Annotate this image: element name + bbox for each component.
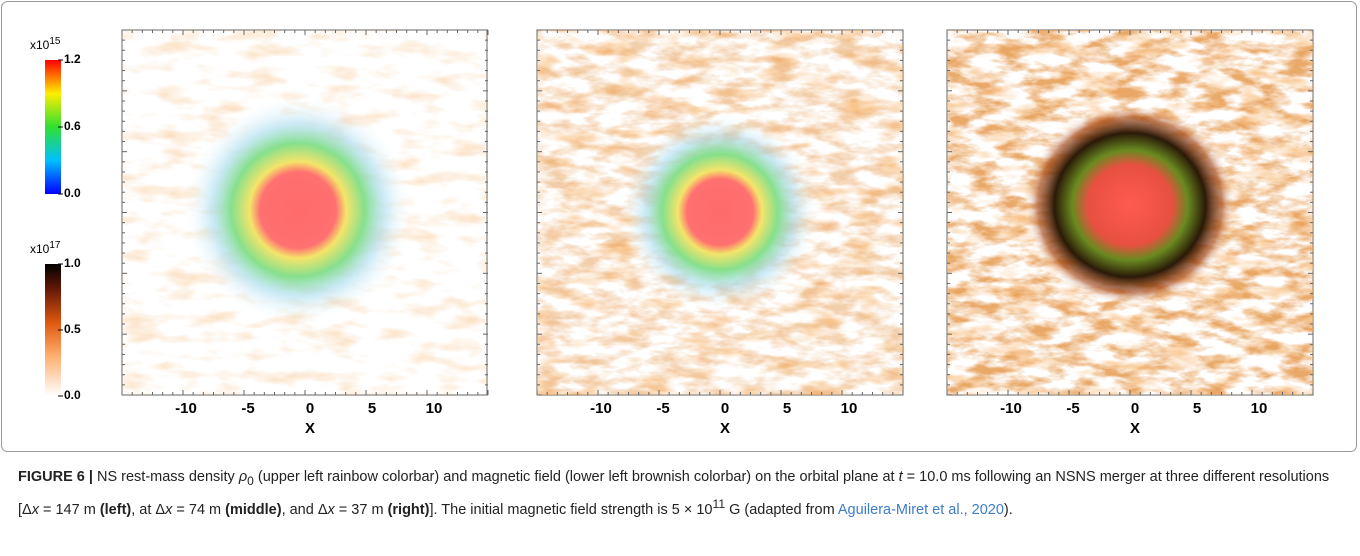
caption-symbol: t [898,469,903,485]
x-tick-label: 10 [1251,400,1268,417]
density-blob [620,112,820,312]
figure-border [1,1,1357,452]
caption-symbol: x [31,502,39,519]
caption-subscript: 0 [247,473,254,488]
caption-symbol: x [327,502,335,519]
caption-text: = 147 m [38,502,100,519]
x-axis-label: X [720,420,730,437]
caption-text: G (adapted from [725,502,838,519]
density-colorbar [45,60,61,194]
x-tick-label: 10 [841,400,858,417]
caption-text: ). [1003,502,1013,519]
x-tick-label: 5 [783,400,791,417]
caption-emphasis: (left) [99,502,132,519]
density-blob [1025,105,1235,305]
caption-text: = 37 m [334,502,388,519]
caption-text: ]. The initial magnetic field strength i… [429,502,713,519]
caption-text: = 74 m [172,502,226,519]
colorbar-tick-label: 0.5 [64,322,81,336]
colorbar-tick-label: 0.0 [64,186,81,200]
caption-superscript: 11 [712,497,726,512]
caption: FIGURE 6 | NS rest-mass density ρ0 (uppe… [18,466,1343,523]
caption-symbol: ρ [238,469,248,485]
x-tick-label: -10 [590,400,612,417]
x-tick-label: 0 [1131,400,1139,417]
caption-text: , at Δ [131,502,166,519]
x-tick-label: -5 [656,400,669,417]
x-tick-label: -10 [175,400,197,417]
exponent: 17 [49,240,61,251]
x-axis-label: X [1130,420,1140,437]
colorbar-multiplier: x1015 [30,36,61,53]
caption-symbol: x [165,502,173,519]
colorbar-tick-label: 0.0 [64,388,81,402]
x-tick-label: 10 [426,400,443,417]
caption-label: FIGURE 6 | [18,469,93,485]
colorbar-tick-label: 1.0 [64,256,81,270]
caption-text: NS rest-mass density [92,469,239,485]
panel-images [121,29,1314,396]
x-tick-label: -10 [1000,400,1022,417]
multiplier: x10 [30,242,50,256]
x-tick-label: 5 [368,400,376,417]
density-blob [183,95,413,325]
caption-emphasis: (middle) [225,502,282,519]
caption-reference[interactable]: Aguilera-Miret et al., 2020 [837,502,1004,519]
caption-text: , and Δ [281,502,328,519]
x-tick-label: 5 [1193,400,1201,417]
caption-emphasis: (right) [387,502,430,519]
x-tick-label: -5 [241,400,254,417]
colorbar-tick-label: 0.6 [64,119,81,133]
colorbar-tick-label: 1.2 [64,52,81,66]
x-tick-label: 0 [721,400,729,417]
multiplier: x10 [30,38,50,52]
x-tick-label: 0 [306,400,314,417]
exponent: 15 [49,36,61,47]
caption-text: = 10.0 ms following an NSNS merger at th… [18,469,1334,519]
caption-text: (upper left rainbow colorbar) and magnet… [253,469,899,485]
colorbar-multiplier: x1017 [30,240,61,257]
x-axis-label: X [305,420,315,437]
x-tick-label: -5 [1066,400,1079,417]
magnetic-colorbar [45,264,61,396]
